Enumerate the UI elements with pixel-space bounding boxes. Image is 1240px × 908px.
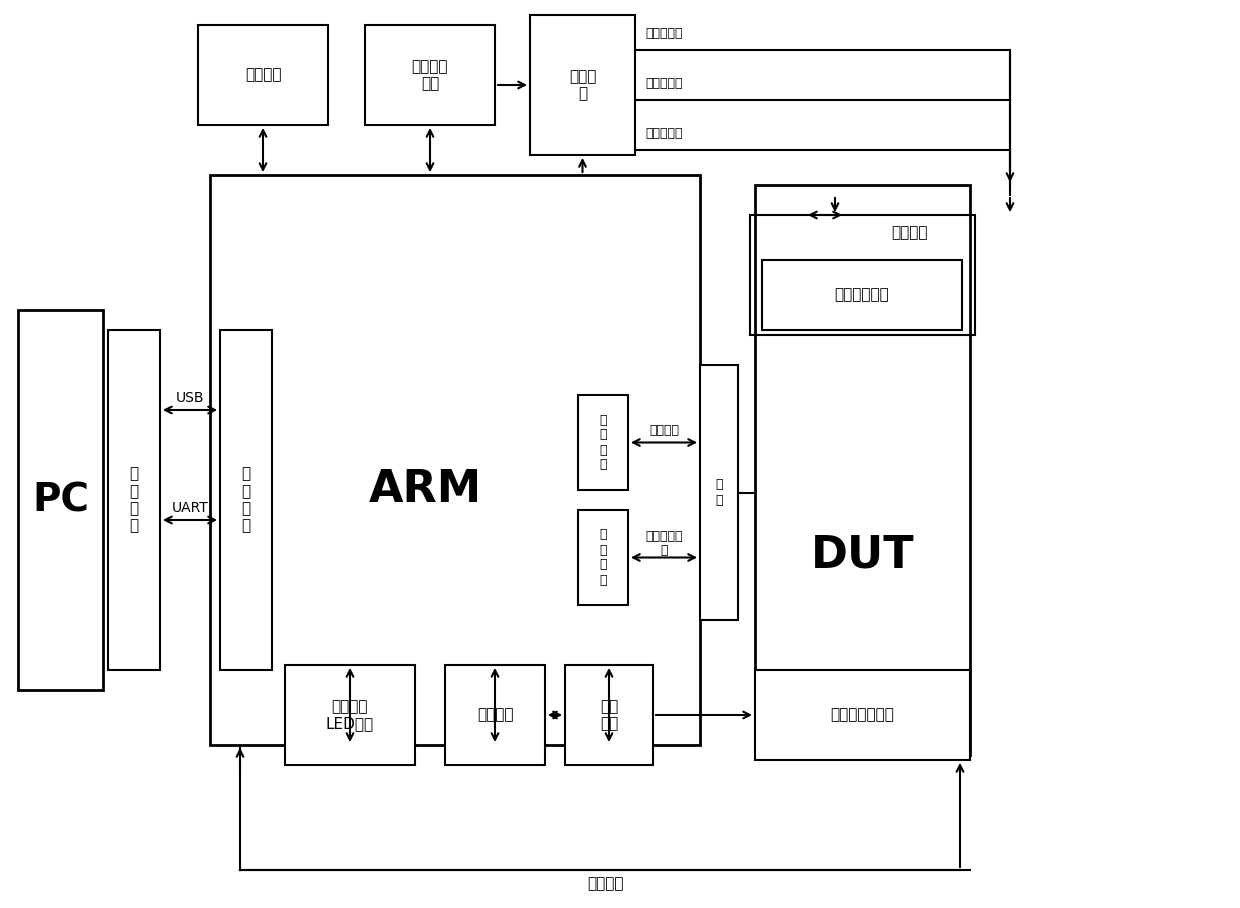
Text: 温控总线: 温控总线 [587, 876, 624, 892]
Bar [198, 25, 329, 125]
Text: 通道
切换: 通道 切换 [600, 699, 618, 731]
Bar [755, 185, 970, 755]
Text: 温度测量模块: 温度测量模块 [835, 288, 889, 302]
Text: 烧录电源二: 烧录电源二 [645, 77, 682, 90]
Bar [755, 670, 970, 760]
Text: 通道切
换: 通道切 换 [569, 69, 596, 101]
Bar [578, 510, 627, 605]
Text: 通
信
模
块: 通 信 模 块 [242, 467, 250, 534]
Bar [750, 215, 975, 335]
Text: 烧录电源三: 烧录电源三 [645, 127, 682, 140]
Bar [210, 175, 701, 745]
Bar [529, 15, 635, 155]
Text: 接
口: 接 口 [715, 479, 723, 507]
Bar [445, 665, 546, 765]
Text: 供电模块: 供电模块 [476, 707, 513, 723]
Text: 通
信
接
口: 通 信 接 口 [129, 467, 139, 534]
Bar [108, 330, 160, 670]
Text: 数
据
接
口: 数 据 接 口 [599, 528, 606, 587]
Bar [701, 365, 738, 620]
Bar [19, 310, 103, 690]
Text: PC: PC [32, 481, 89, 519]
Text: 烧录电源
系统: 烧录电源 系统 [412, 59, 448, 91]
Text: 烧录电源一: 烧录电源一 [645, 27, 682, 40]
Text: 高精度温控装置: 高精度温控装置 [831, 707, 894, 723]
Text: ARM: ARM [368, 469, 481, 511]
Text: 烧
录
接
口: 烧 录 接 口 [599, 413, 606, 471]
Text: 高低温笱: 高低温笱 [892, 225, 929, 241]
Bar [219, 330, 272, 670]
Text: 数据通信总
线: 数据通信总 线 [645, 529, 683, 558]
Text: UART: UART [171, 501, 208, 515]
Bar [763, 260, 962, 330]
Bar [285, 665, 415, 765]
Text: USB: USB [176, 391, 205, 405]
Text: DUT: DUT [811, 534, 914, 577]
Bar [565, 665, 653, 765]
Bar [578, 395, 627, 490]
Text: 数据存储: 数据存储 [244, 67, 281, 83]
Bar [365, 25, 495, 125]
Text: 烧录总线: 烧录总线 [649, 424, 680, 437]
Text: 蜂鸣器、
LED指示: 蜂鸣器、 LED指示 [326, 699, 374, 731]
